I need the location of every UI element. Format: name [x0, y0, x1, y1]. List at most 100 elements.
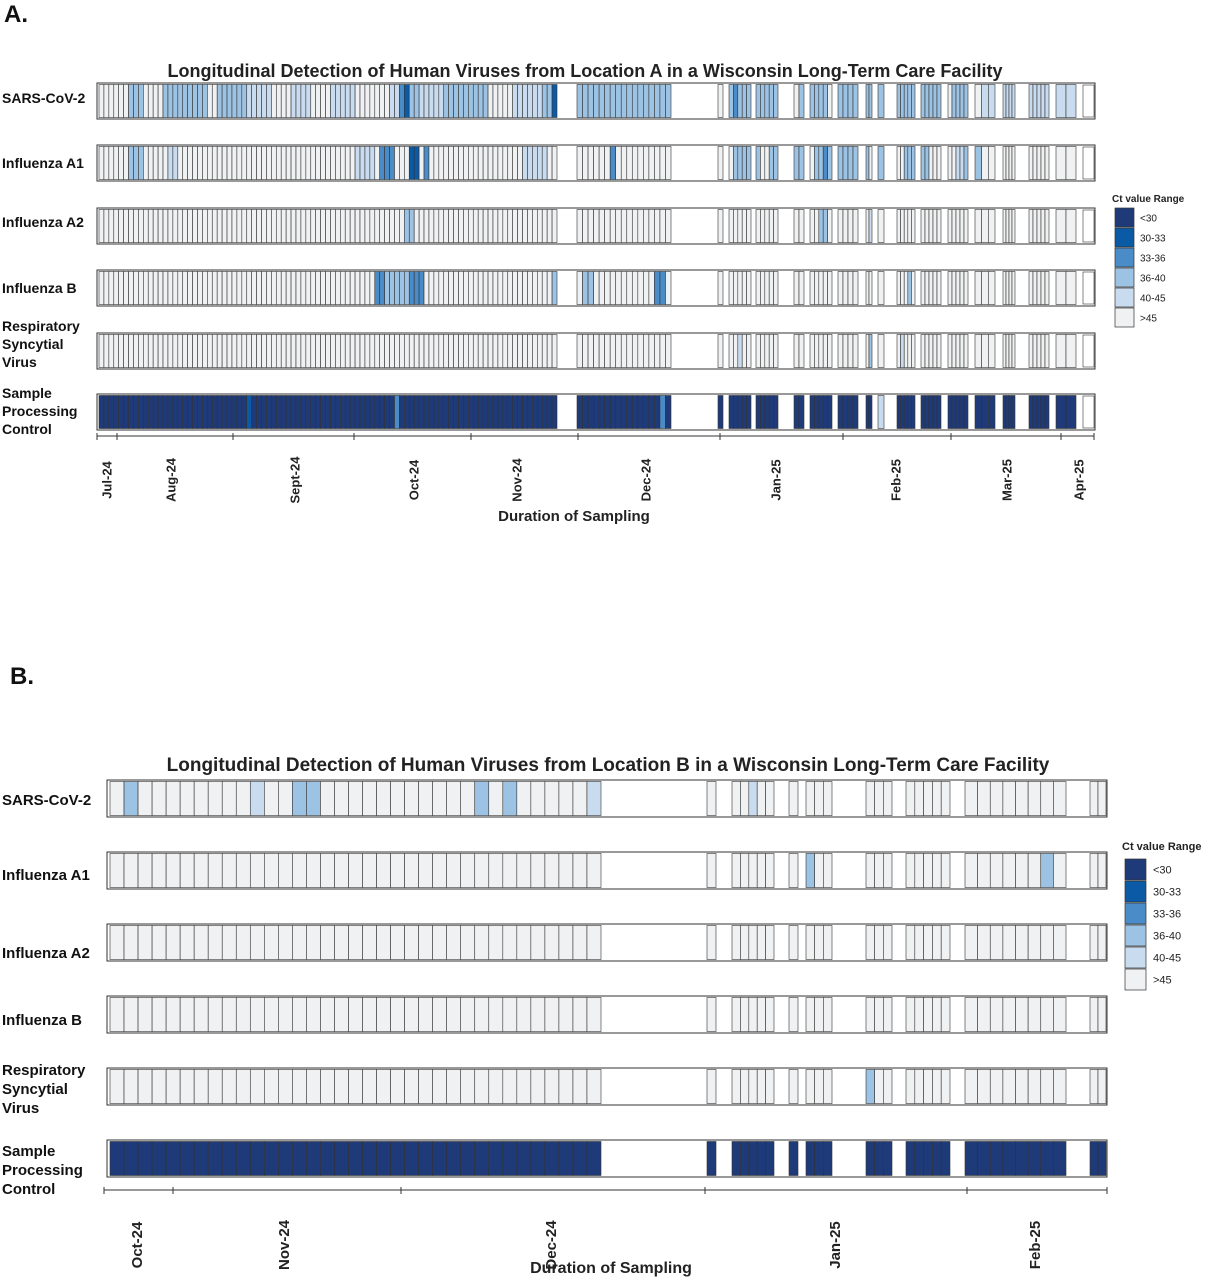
heatmap-cell [446, 925, 462, 960]
heatmap-cell [706, 781, 717, 816]
heatmap-cell [432, 997, 447, 1032]
heatmap-cell [507, 209, 513, 243]
heatmap-cell [390, 1141, 405, 1176]
heatmap-cell [546, 334, 553, 368]
heatmap-cell [541, 84, 548, 118]
heatmap-cell [275, 146, 282, 180]
heatmap-cell [221, 1141, 237, 1176]
heatmap-cell [404, 925, 419, 960]
heatmap-cell [123, 209, 129, 243]
ct-legend: Ct value Range <30 30-33 33-36 36-40 40-45 >45 [1122, 841, 1201, 991]
heatmap-cell [138, 209, 144, 243]
heatmap-cell [376, 1141, 391, 1176]
heatmap-cell [609, 395, 617, 429]
legend-item-label: 40-45 [1153, 953, 1181, 965]
heatmap-cell [192, 271, 198, 305]
heatmap-cell [868, 334, 873, 368]
legend-swatch [1114, 307, 1135, 328]
heatmap-cell [330, 84, 336, 118]
legend-item-label: 30-33 [1153, 887, 1181, 899]
heatmap-cell [118, 334, 124, 368]
heatmap-cell [488, 781, 504, 816]
heatmap-cell [883, 853, 893, 888]
heatmap-cell [631, 146, 639, 180]
x-tick-label: Oct-24 [129, 1221, 146, 1268]
row-label: Control [2, 421, 52, 437]
legend-item-label: >45 [1140, 314, 1157, 325]
heatmap-cell [344, 395, 351, 429]
heatmap-cell [936, 84, 942, 118]
x-tick-label: Dec-24 [638, 458, 653, 501]
heatmap-cell [241, 146, 248, 180]
heatmap-cell [235, 1069, 251, 1104]
heatmap-cell [157, 271, 164, 305]
heatmap-cell [773, 334, 779, 368]
heatmap-cell [914, 1141, 924, 1176]
heatmap-cell [264, 925, 279, 960]
heatmap-cell [151, 853, 167, 888]
legend-item-label: 33-36 [1153, 909, 1181, 921]
heatmap-cell [615, 209, 622, 243]
heatmap-cell [928, 84, 934, 118]
heatmap-cell [544, 997, 560, 1032]
heatmap-cell [98, 209, 105, 243]
heatmap-cell [251, 209, 257, 243]
heatmap-cell [404, 84, 410, 118]
heatmap-cell [147, 271, 154, 305]
heatmap-cell [320, 84, 326, 118]
heatmap-cell [390, 997, 405, 1032]
heatmap-cell [1044, 334, 1050, 368]
heatmap-cell [768, 146, 774, 180]
heatmap-cell [883, 1069, 893, 1104]
heatmap-cell [905, 1141, 916, 1176]
heatmap-cell [285, 146, 292, 180]
heatmap-cell [261, 271, 267, 305]
heatmap-cell [907, 395, 912, 429]
heatmap-cell [376, 853, 391, 888]
heatmap-cell [315, 334, 321, 368]
row-label: Virus [2, 1100, 39, 1117]
heatmap-cell [798, 84, 805, 118]
heatmap-cell [165, 1141, 181, 1176]
heatmap-cell [348, 1141, 363, 1176]
heatmap-cell [443, 334, 449, 368]
heatmap-cell [572, 853, 588, 888]
heatmap-cell [165, 997, 181, 1032]
heatmap-cell [103, 395, 110, 429]
heatmap-cell [226, 84, 233, 118]
heatmap-cell [659, 395, 666, 429]
heatmap-cell [731, 925, 741, 960]
heatmap-cell [900, 209, 905, 243]
heatmap-cell [793, 395, 800, 429]
heatmap-cell [637, 209, 644, 243]
heatmap-cell-outline [1082, 395, 1095, 429]
heatmap-cell [874, 1069, 884, 1104]
heatmap-cell [275, 395, 282, 429]
heatmap-cell [443, 271, 449, 305]
heatmap-cell [413, 334, 420, 368]
heatmap-cell [335, 334, 341, 368]
heatmap-cell-outline [1082, 271, 1095, 305]
heatmap-cell [936, 209, 942, 243]
heatmap-cell [446, 1141, 462, 1176]
heatmap-cell [914, 853, 924, 888]
heatmap-cell [468, 395, 474, 429]
heatmap-cell [1005, 271, 1010, 305]
heatmap-cell [179, 925, 195, 960]
heatmap-cell [788, 781, 799, 816]
heatmap-cell [266, 146, 272, 180]
heatmap-cell [325, 146, 331, 180]
heatmap-cell [463, 84, 469, 118]
heatmap-cell-outline [1082, 84, 1095, 118]
heatmap-cell [963, 395, 969, 429]
heatmap-cell [964, 853, 978, 888]
heatmap-cell [733, 146, 739, 180]
heatmap-cell [275, 84, 282, 118]
heatmap-cell [637, 146, 644, 180]
heatmap-cell [359, 271, 366, 305]
heatmap-cell [202, 84, 208, 118]
heatmap-cell [472, 84, 479, 118]
heatmap-cell [221, 334, 228, 368]
heatmap-cell [609, 271, 617, 305]
legend-swatch [1114, 247, 1135, 268]
